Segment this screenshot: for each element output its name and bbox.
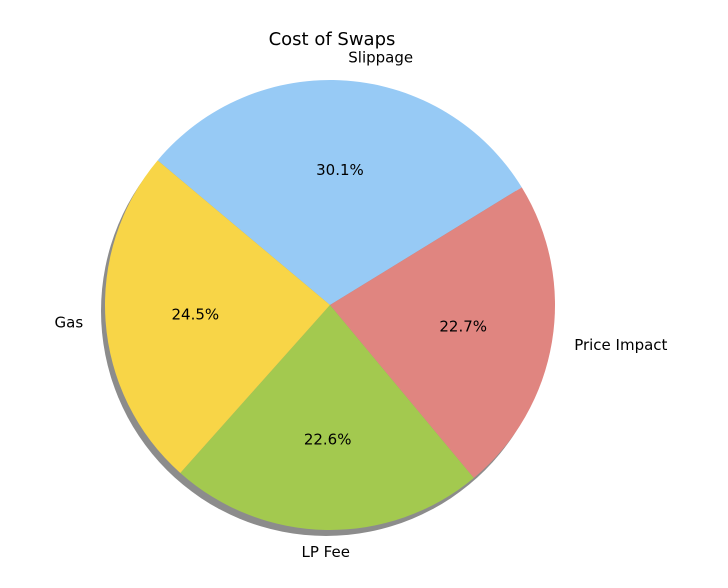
pie-slice (330, 187, 555, 479)
value-label: 30.1% (316, 161, 364, 179)
category-label: Slippage (348, 49, 413, 67)
category-label: Price Impact (574, 336, 667, 354)
value-label: 24.5% (172, 305, 220, 323)
value-label: 22.6% (304, 430, 352, 448)
pie-slice (104, 160, 330, 473)
category-label: Gas (55, 313, 84, 331)
pie-slice (157, 80, 522, 306)
category-label: LP Fee (302, 543, 350, 561)
pie-slice (180, 305, 474, 531)
chart-title: Cost of Swaps (269, 29, 396, 50)
value-label: 22.7% (439, 317, 487, 335)
